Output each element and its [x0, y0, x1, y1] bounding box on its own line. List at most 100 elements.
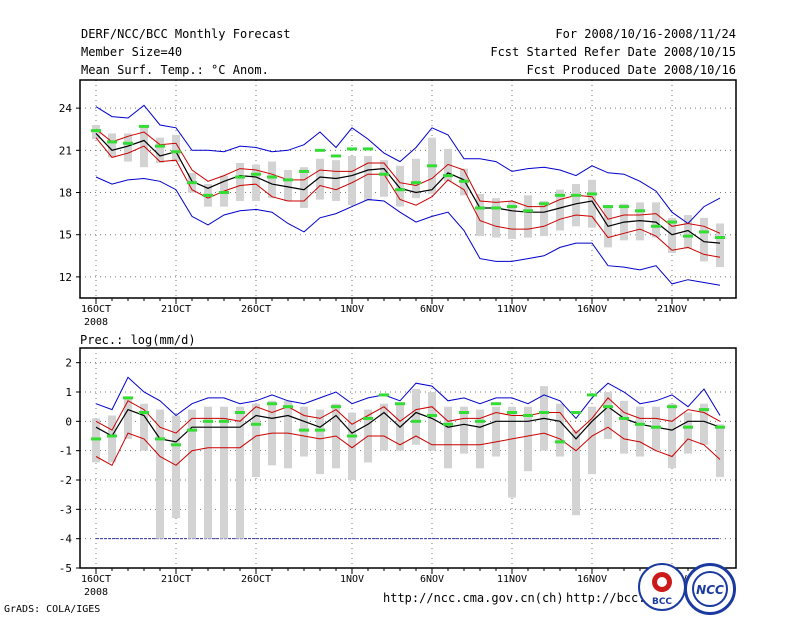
ensemble-box	[124, 133, 132, 162]
member-marker	[571, 193, 581, 197]
member-marker	[347, 147, 357, 151]
member-marker	[155, 144, 165, 148]
series-minus-std	[95, 426, 721, 466]
ensemble-box	[172, 415, 180, 519]
member-marker	[219, 419, 229, 423]
member-marker	[187, 181, 197, 185]
member-marker	[523, 413, 533, 417]
ensemble-box	[588, 179, 596, 228]
ensemble-box	[476, 409, 484, 469]
member-marker	[635, 422, 645, 426]
x-year-label: 2008	[84, 317, 108, 328]
member-marker	[587, 393, 597, 397]
member-marker	[619, 416, 629, 420]
series-minus-std	[95, 137, 721, 258]
ensemble-box	[460, 406, 468, 454]
grads-credit: GrADS: COLA/IGES	[4, 604, 101, 615]
ensemble-box	[700, 403, 708, 445]
ensemble-box	[396, 165, 404, 207]
ensemble-box	[508, 200, 516, 239]
member-marker	[91, 437, 101, 441]
member-marker	[347, 434, 357, 438]
member-marker	[635, 209, 645, 213]
member-marker	[299, 428, 309, 432]
ensemble-box	[444, 406, 452, 469]
plot-frame	[79, 79, 737, 299]
ensemble-box	[380, 160, 388, 197]
ensemble-box	[636, 406, 644, 457]
member-marker	[123, 141, 133, 145]
y-tick-label: -5	[59, 562, 72, 575]
member-marker	[331, 405, 341, 409]
member-marker	[107, 140, 117, 144]
member-marker	[587, 192, 597, 196]
ensemble-box	[556, 403, 564, 457]
ensemble-box	[444, 148, 452, 182]
member-marker	[715, 236, 725, 240]
member-marker	[491, 206, 501, 210]
member-marker	[491, 402, 501, 406]
member-marker	[203, 419, 213, 423]
member-marker	[443, 422, 453, 426]
x-tick-label: 21OCT	[161, 304, 191, 315]
x-tick-label: 11NOV	[497, 304, 527, 315]
panel-2: Prec.: log(mm/d) -5 -4 -3 -2 -1 0 1 2 16OCT 21OCT 2…	[59, 333, 737, 598]
y-tick-label: 0	[65, 415, 72, 428]
member-marker	[331, 154, 341, 158]
ensemble-box	[332, 160, 340, 201]
ensemble-box	[284, 170, 292, 201]
x-tick-label: 26OCT	[241, 574, 271, 585]
y-tick-label: -3	[59, 503, 72, 516]
plot-frame	[79, 347, 737, 569]
member-marker	[651, 224, 661, 228]
y-tick-label: -1	[59, 445, 72, 458]
ensemble-box	[268, 161, 276, 199]
y-tick-label: 21	[59, 144, 72, 157]
x-tick-label: 16NOV	[577, 304, 607, 315]
ncc-logo: NCC	[684, 563, 736, 615]
member-marker	[475, 419, 485, 423]
y-tick-label: 18	[59, 187, 72, 200]
ensemble-box	[348, 155, 356, 206]
ensemble-box	[524, 406, 532, 472]
ensemble-box	[284, 400, 292, 469]
ensemble-box	[220, 406, 228, 539]
y-tick-label: -4	[59, 533, 73, 546]
member-marker	[123, 396, 133, 400]
ensemble-box	[508, 406, 516, 498]
ensemble-box	[108, 133, 116, 158]
ensemble-box	[364, 155, 372, 201]
ensemble-box	[588, 406, 596, 475]
ensemble-box	[252, 164, 260, 201]
x-tick-label: 16OCT	[81, 304, 111, 315]
member-marker	[459, 411, 469, 415]
member-marker	[283, 405, 293, 409]
ensemble-box	[476, 193, 484, 237]
variable-label: Mean Surf. Temp.: °C Anom.	[81, 63, 269, 77]
bcc-url[interactable]: http://bcc.c	[566, 591, 653, 605]
member-marker	[475, 206, 485, 210]
x-tick-label: 6NOV	[420, 304, 444, 315]
member-marker	[107, 434, 117, 438]
member-marker	[267, 175, 277, 179]
x-tick-label: 6NOV	[420, 574, 444, 585]
ensemble-box	[236, 406, 244, 539]
member-marker	[555, 193, 565, 197]
panel-1: 12 15 18 21 24 16OCT 21OCT 26OCT 1NOV 6NOV 11NOV 16…	[59, 79, 737, 328]
member-size: Member Size=40	[81, 45, 183, 59]
member-marker	[395, 188, 405, 192]
ensemble-box	[556, 189, 564, 231]
ensemble-box	[380, 403, 388, 451]
member-marker	[235, 411, 245, 415]
member-marker	[315, 148, 325, 152]
series-max	[95, 376, 721, 420]
x-tick-label: 16NOV	[577, 574, 607, 585]
y-tick-label: 2	[65, 357, 72, 370]
ensemble-box	[636, 202, 644, 241]
member-marker	[171, 443, 181, 447]
ncc-url[interactable]: http://ncc.cma.gov.cn(ch)	[383, 591, 564, 605]
ensemble-box	[348, 412, 356, 480]
member-marker	[539, 411, 549, 415]
series-max	[95, 104, 721, 225]
